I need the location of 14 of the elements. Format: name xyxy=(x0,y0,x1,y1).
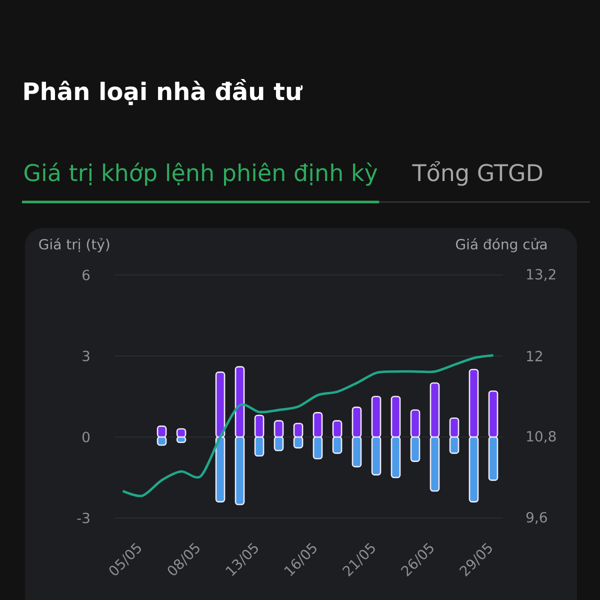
y2-tick-label: 10,8 xyxy=(527,430,556,444)
y-tick-label: 3 xyxy=(82,350,90,362)
y-axis-title: Giá trị (tỷ) xyxy=(39,238,110,252)
y-tick-label: 6 xyxy=(82,270,90,280)
y2-axis-title: Giá đóng cửa xyxy=(456,238,547,252)
y2-tick-label: 12 xyxy=(527,350,542,362)
y2-tick-label: 13,2 xyxy=(527,268,556,282)
chart-subtitle: Giá trị khớp lệnh phiên định kỳ xyxy=(24,162,378,186)
text: Tổng GTGD xyxy=(412,161,542,186)
y2-tick-label: 9,6 xyxy=(526,512,547,524)
y-tick-label: -3 xyxy=(77,512,90,524)
y-tick-label: 0 xyxy=(82,432,90,442)
chart-title: Phân loại nhà đầu tư xyxy=(24,79,303,106)
line-series xyxy=(122,354,494,498)
